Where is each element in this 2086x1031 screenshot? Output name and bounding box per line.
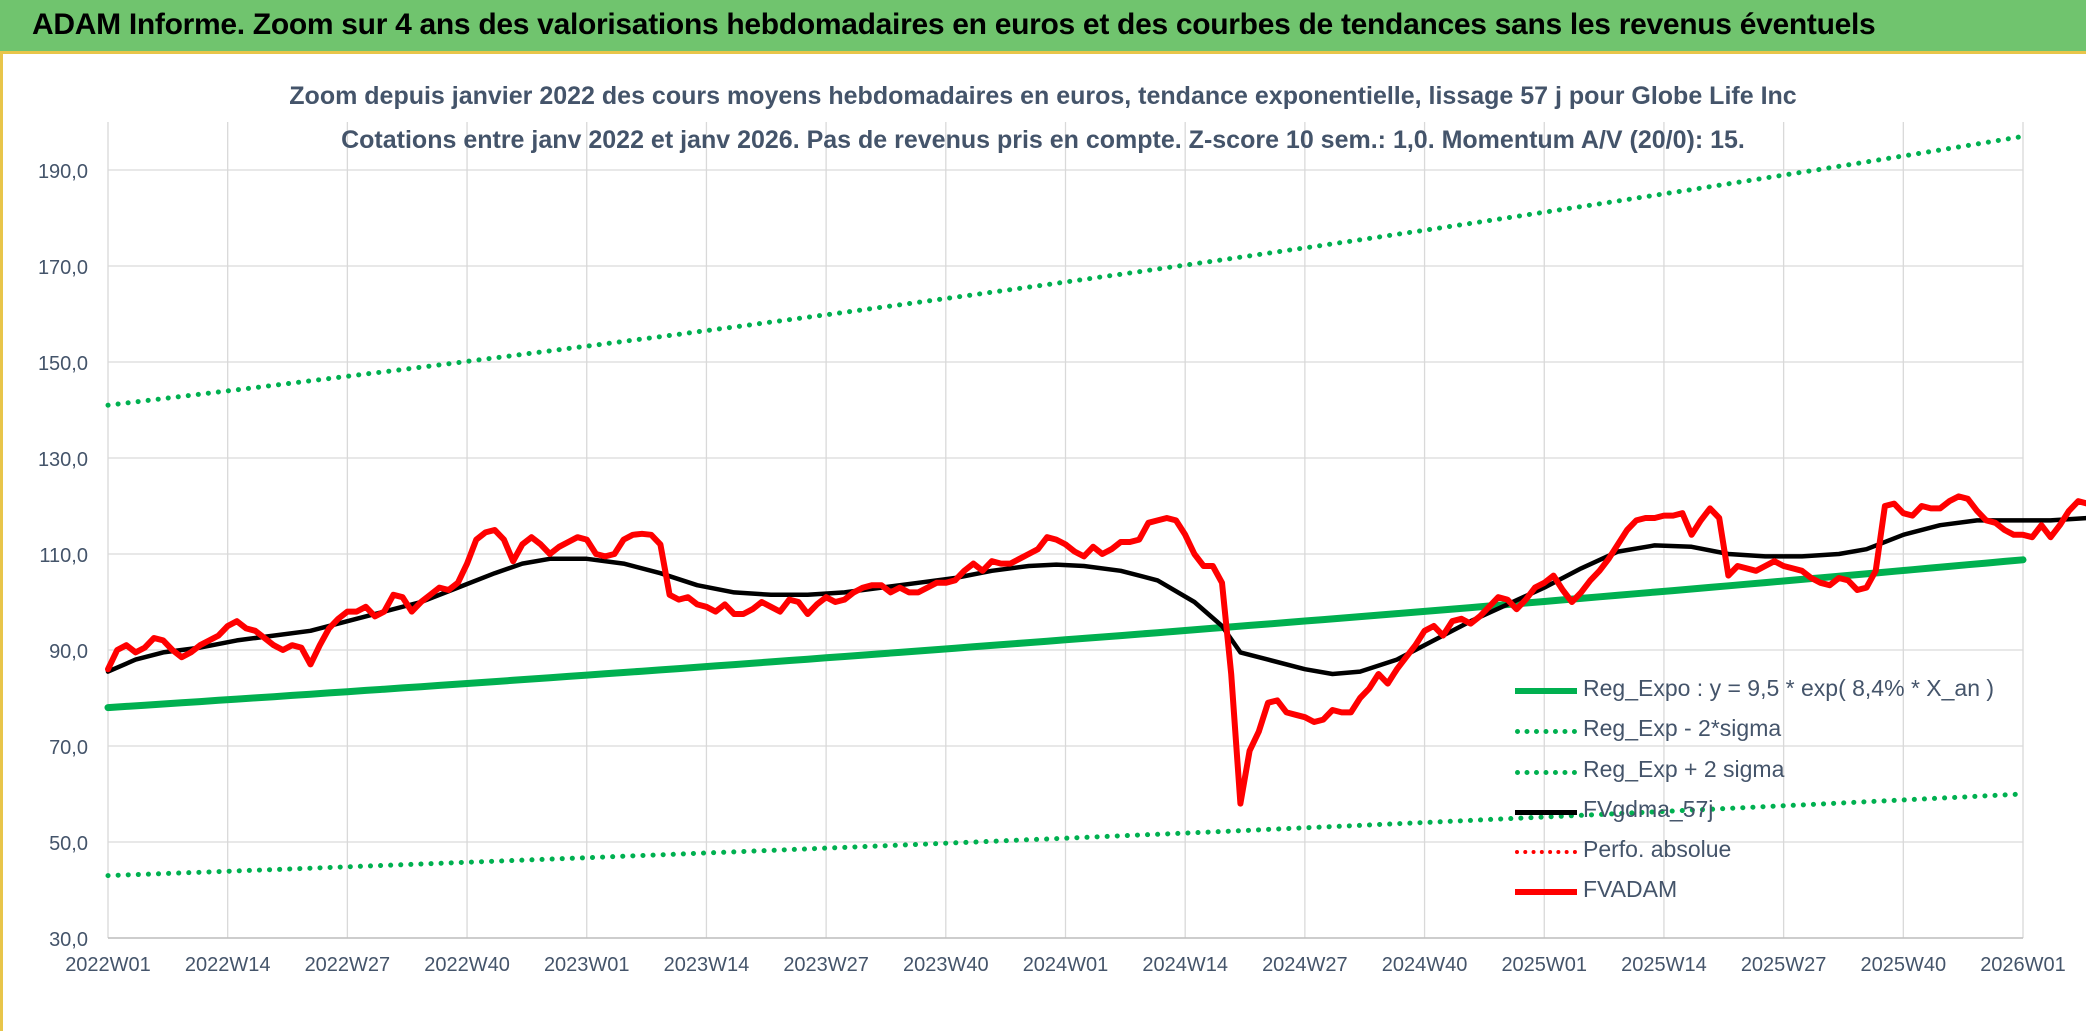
x-tick-label: 2022W01 <box>65 954 151 976</box>
x-tick-label: 2023W27 <box>783 954 869 976</box>
legend-label: Perfo. absolue <box>1583 836 1732 863</box>
legend-swatch <box>1515 889 1577 896</box>
legend-swatch <box>1515 809 1577 815</box>
x-tick-label: 2023W40 <box>903 954 989 976</box>
x-tick-label: 2023W14 <box>664 954 750 976</box>
y-tick-label: 150,0 <box>38 353 88 375</box>
y-tick-label: 190,0 <box>38 161 88 183</box>
series-fvadam-line <box>105 493 2086 807</box>
legend-swatch <box>1515 769 1577 775</box>
series-reg-exp-minus-2sigma-line <box>105 791 2026 879</box>
chart-title: Zoom depuis janvier 2022 des cours moyen… <box>289 82 1797 110</box>
y-tick-label: 30,0 <box>49 929 88 951</box>
x-tick-label: 2022W40 <box>424 954 510 976</box>
x-tick-label: 2024W40 <box>1382 954 1468 976</box>
legend-label: FVADAM <box>1583 876 1678 903</box>
y-tick-label: 50,0 <box>49 833 88 855</box>
legend-label: Reg_Exp - 2*sigma <box>1583 715 1782 742</box>
report-banner: ADAM Informe. Zoom sur 4 ans des valoris… <box>0 0 2086 54</box>
legend-swatch <box>1515 850 1577 855</box>
x-tick-label: 2025W40 <box>1861 954 1947 976</box>
x-tick-label: 2022W27 <box>305 954 391 976</box>
series-reg-exp-plus-2sigma-line <box>105 133 2026 408</box>
legend-swatch <box>1515 729 1577 735</box>
x-tick-label: 2024W14 <box>1142 954 1228 976</box>
legend-label: Reg_Expo : y = 9,5 * exp( 8,4% * X_an ) <box>1583 675 1995 701</box>
legend-swatch <box>1515 688 1577 694</box>
series-fvgdma-line <box>105 515 2086 677</box>
y-tick-label: 70,0 <box>49 737 88 759</box>
x-tick-label: 2025W01 <box>1501 954 1587 976</box>
legend-label: Reg_Exp + 2 sigma <box>1583 755 1785 782</box>
y-tick-label: 130,0 <box>38 449 88 471</box>
x-tick-label: 2024W27 <box>1262 954 1348 976</box>
x-tick-label: 2024W01 <box>1023 954 1109 976</box>
legend-label: FVgdma_57j <box>1583 795 1714 822</box>
y-tick-label: 170,0 <box>38 257 88 279</box>
x-tick-label: 2023W01 <box>544 954 630 976</box>
report-title: ADAM Informe. Zoom sur 4 ans des valoris… <box>32 8 1876 41</box>
x-tick-label: 2025W14 <box>1621 954 1707 976</box>
y-tick-label: 90,0 <box>49 641 88 663</box>
series-reg-expo-line <box>104 556 2027 712</box>
x-tick-label: 2022W14 <box>185 954 271 976</box>
x-tick-label: 2026W01 <box>1980 954 2066 976</box>
x-tick-label: 2025W27 <box>1741 954 1827 976</box>
y-tick-label: 110,0 <box>39 545 88 567</box>
chart-subtitle: Cotations entre janv 2022 et janv 2026. … <box>341 126 1745 154</box>
